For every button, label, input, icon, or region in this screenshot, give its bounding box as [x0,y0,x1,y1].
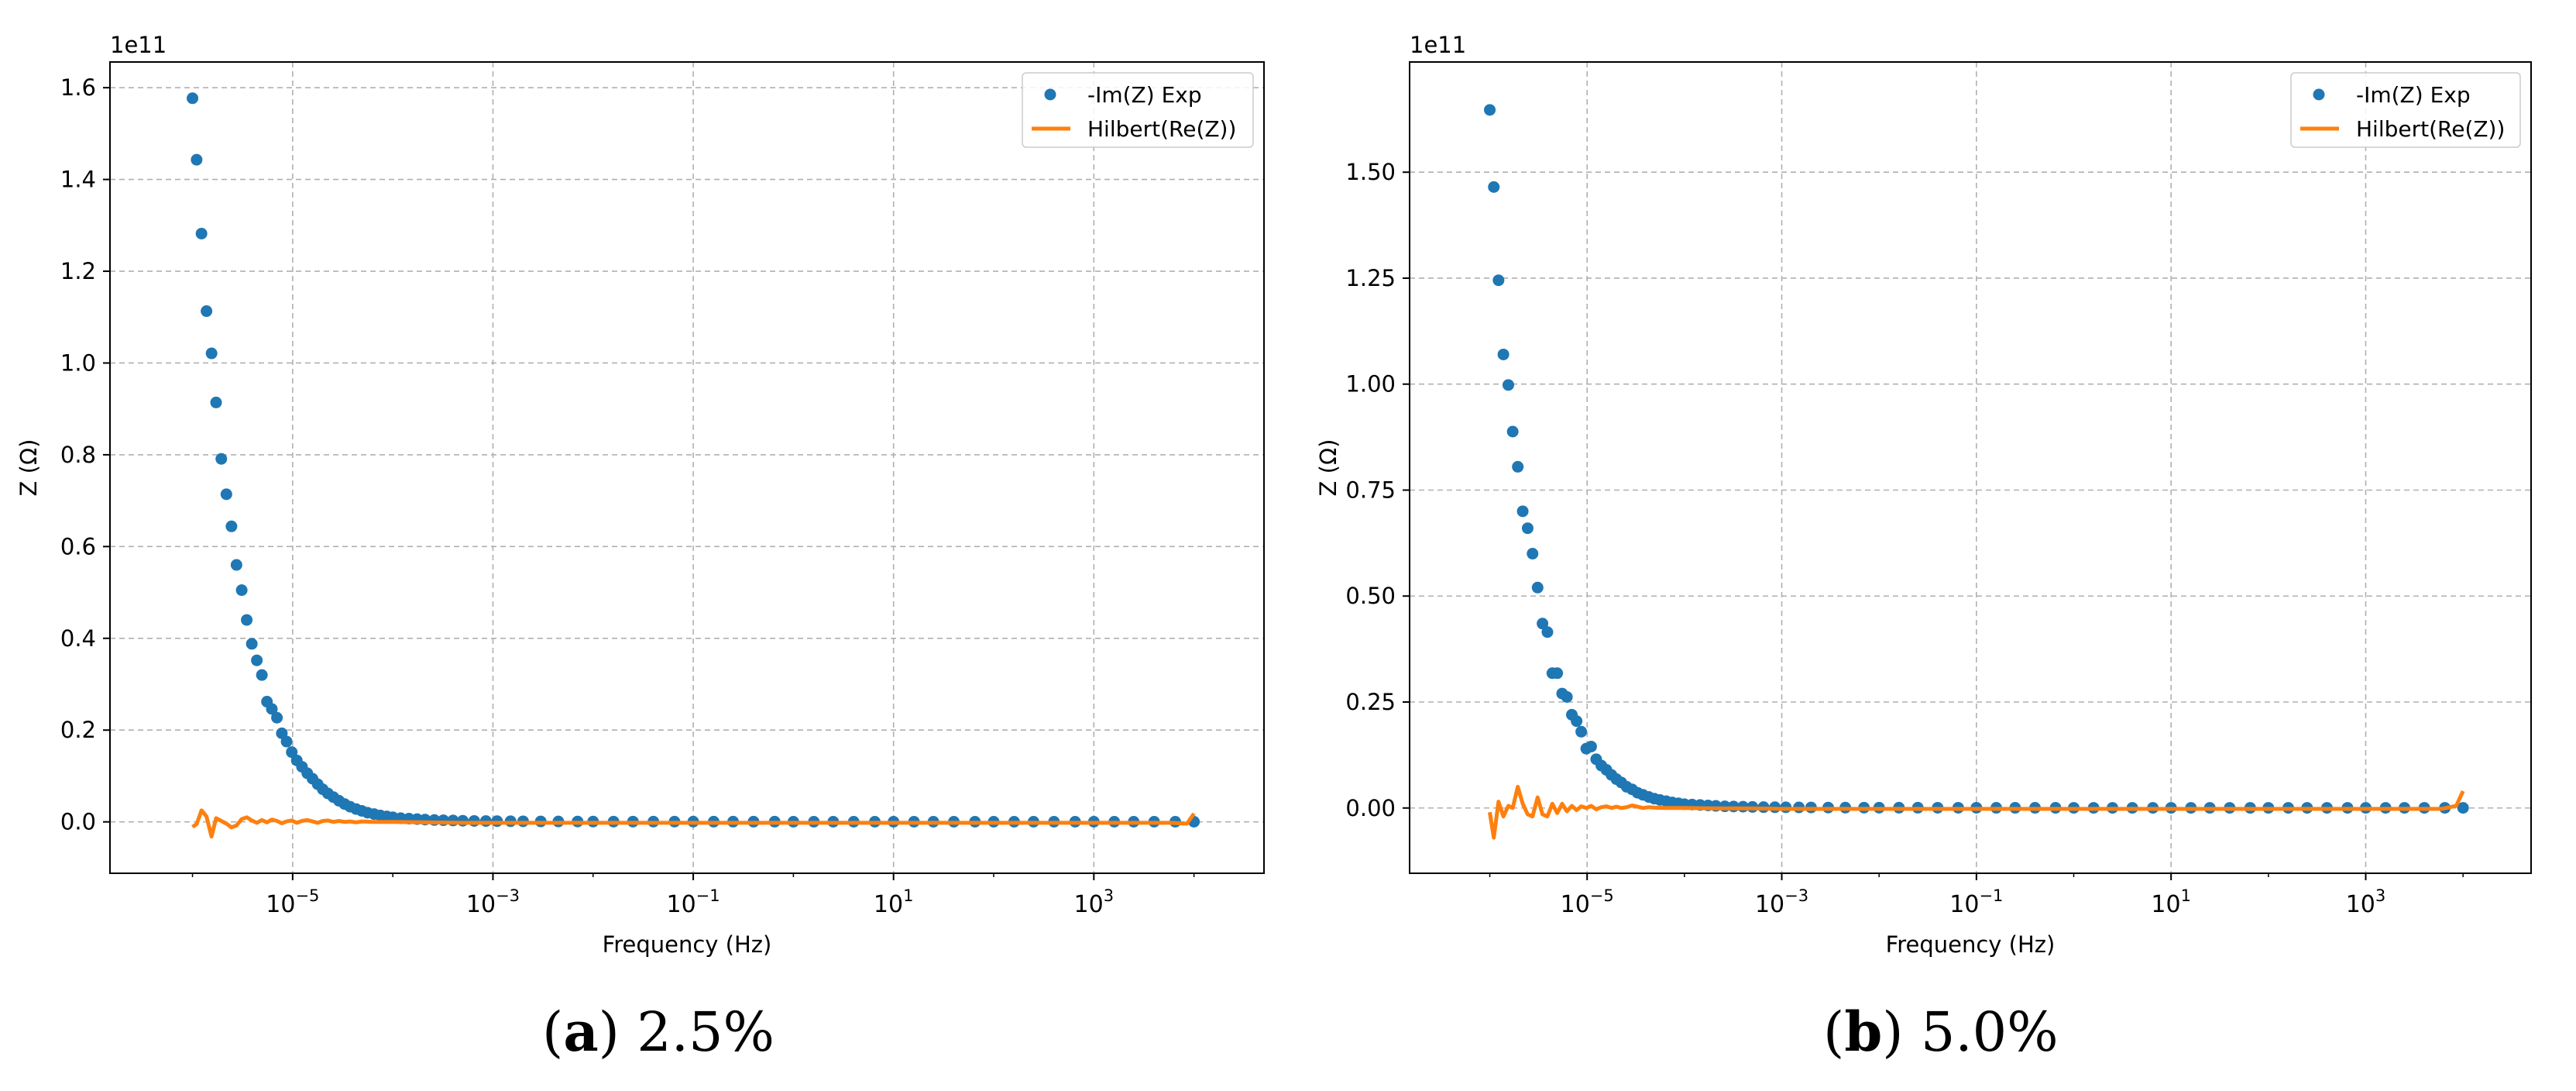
legend: -Im(Z) Exp Hilbert(Re(Z)) [2290,72,2521,148]
y-tick-label: 1.2 [60,258,96,284]
y-tick-label: 0.8 [60,442,96,468]
legend-label: Hilbert(Re(Z)) [2356,116,2505,142]
data-point [1497,348,1510,360]
data-point [1484,104,1496,116]
data-point [205,347,218,360]
legend-box [1022,72,1254,148]
data-point [215,453,228,465]
x-tick-label: 10−1 [666,886,720,918]
data-point [280,735,293,748]
data-point [1512,460,1524,473]
caption-a-text: 2.5% [637,1000,775,1064]
y-tick-label: 0.4 [60,625,96,652]
y-tick-label: 1.0 [60,349,96,376]
data-point [1537,618,1549,630]
data-point [195,227,208,239]
offset-text: 1e11 [1410,32,1466,58]
offset-text: 1e11 [110,32,167,58]
data-point [1516,505,1529,518]
y-axis-label: Z (Ω) [1315,439,1341,497]
y-tick-label: 1.4 [60,167,96,193]
grid [1410,62,2531,873]
data-point [187,92,199,105]
data-point [210,396,222,408]
plot-area [1484,104,2469,840]
data-point [1575,725,1588,738]
legend-label: -Im(Z) Exp [2356,82,2471,108]
caption-b-text: 5.0% [1920,1000,2059,1064]
data-point [266,703,278,715]
data-point [1527,548,1539,560]
y-tick-label: 0.0 [60,809,96,835]
legend-label: -Im(Z) Exp [1087,82,1202,108]
y-tick-label: 1.50 [1345,159,1396,185]
legend-box [2290,72,2521,148]
data-point [271,711,283,724]
x-tick-label: 10−5 [266,886,319,918]
data-point [1521,522,1534,535]
x-tick-label: 103 [2346,886,2386,918]
y-tick-label: 1.00 [1345,371,1396,398]
data-point [1502,379,1514,391]
plot-area [187,92,1200,839]
data-point [201,305,213,318]
data-point [220,488,232,501]
data-point [2457,802,2469,814]
y-tick-label: 0.75 [1345,477,1396,503]
legend-label: Hilbert(Re(Z)) [1087,116,1236,142]
x-axis-label: Frequency (Hz) [603,931,772,958]
x-tick-label: 103 [1074,886,1115,918]
caption-a-label: a [563,1000,599,1064]
caption-a: (a) 2.5% [542,1000,775,1064]
x-tick-label: 10−3 [466,886,520,918]
chart-svg-a: 10−5 10−3 10−1 101 103 0.0 0.2 0.4 0.6 0.8 1.0 1.2 1… [15,32,1265,958]
data-point [256,669,268,681]
data-point [1492,274,1505,287]
x-axis-label: Frequency (Hz) [1886,931,2056,958]
x-tick-label: 101 [874,886,914,918]
data-point [1571,715,1583,728]
data-point [225,520,238,532]
y-tick-label: 1.6 [60,74,96,101]
grid [110,62,1264,873]
y-tick-label: 0.25 [1345,689,1396,715]
data-point [1551,667,1564,680]
x-tick-label: 10−1 [1949,886,2003,918]
caption-b: (b) 5.0% [1823,1000,2059,1064]
data-point [1541,626,1554,638]
legend-marker-scatter [1044,88,1056,101]
chart-svg-b: 10−5 10−3 10−1 101 103 0.00 0.25 0.50 0.75 1.00 1.… [1315,32,2532,958]
data-point [230,559,242,571]
data-point [241,614,253,626]
data-point [246,638,258,650]
data-point [457,814,469,827]
axes-frame [109,61,1265,874]
legend: -Im(Z) Exp Hilbert(Re(Z)) [1022,72,1254,148]
chart-panel-b: 10−5 10−3 10−1 101 103 0.00 0.25 0.50 0.75 1.00 1.… [1295,0,2576,1091]
y-tick-label: 0.50 [1345,583,1396,609]
x-tick-label: 10−5 [1561,886,1614,918]
y-tick-label: 1.25 [1345,265,1396,291]
x-tick-label: 101 [2151,886,2191,918]
y-tick-label: 0.2 [60,717,96,743]
data-point [235,584,248,597]
series-line [191,808,1196,839]
axes-frame [1409,61,2532,874]
x-tick-label: 10−3 [1755,886,1808,918]
chart-panel-a: 10−5 10−3 10−1 101 103 0.0 0.2 0.4 0.6 0.8 1.0 1.2 1… [15,32,1265,1064]
legend-marker-scatter [2313,88,2325,101]
data-point [1561,690,1573,703]
y-tick-label: 0.6 [60,533,96,559]
y-axis-label: Z (Ω) [15,439,42,497]
data-point [191,153,203,166]
data-point [251,654,263,666]
data-point [1585,740,1597,752]
caption-b-label: b [1844,1000,1883,1064]
y-tick-label: 0.00 [1345,795,1396,821]
data-point [1531,581,1544,594]
data-point [1488,181,1500,193]
data-point [1506,425,1519,438]
series-line [1488,784,2465,840]
